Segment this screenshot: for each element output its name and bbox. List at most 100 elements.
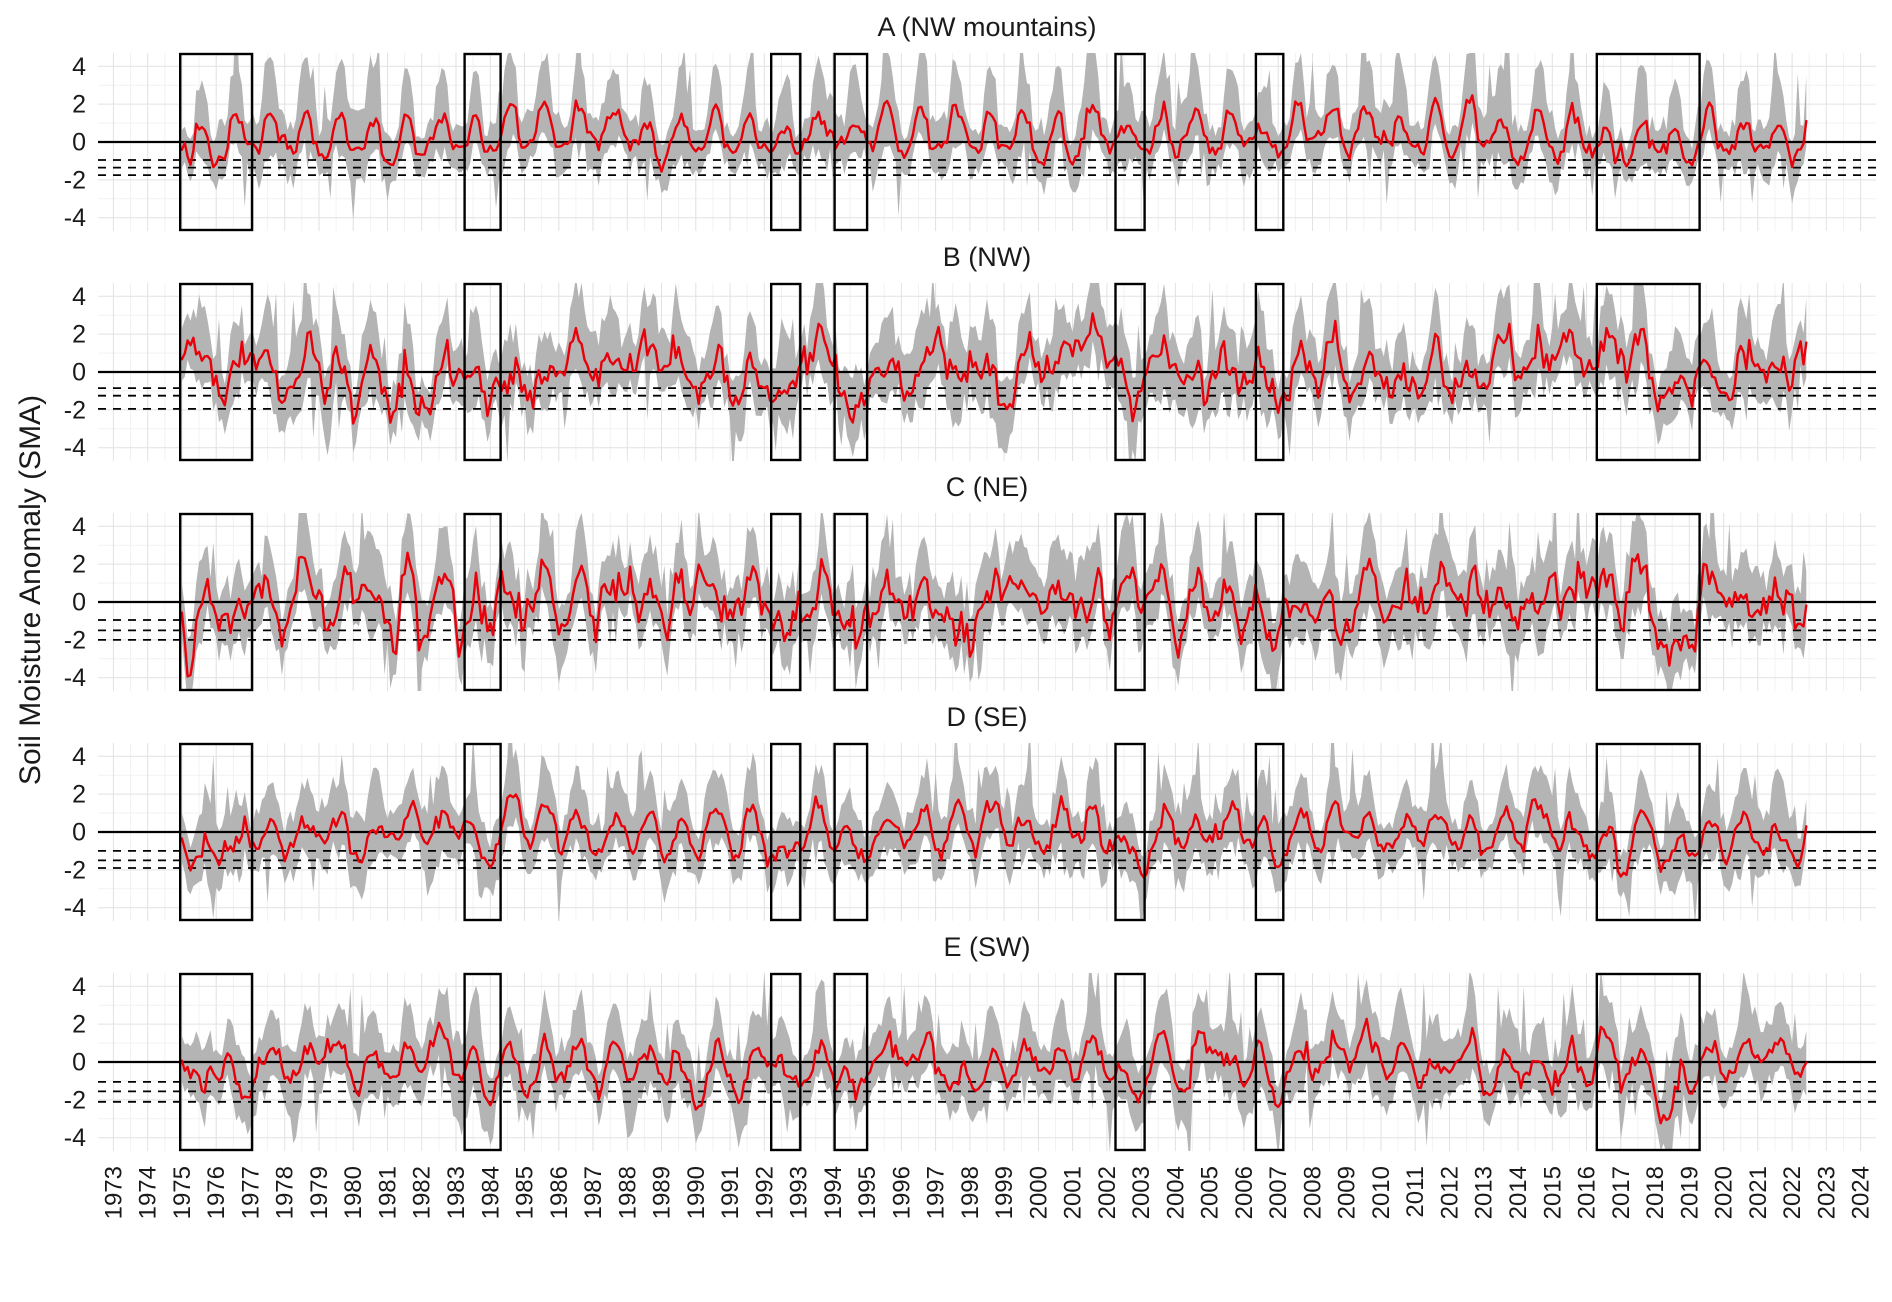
drought-highlight-box	[463, 742, 502, 922]
y-tick-label: 2	[72, 91, 86, 119]
y-tick-label: -4	[64, 664, 86, 692]
x-tick-label: 1999	[991, 1166, 1018, 1219]
y-tick-label: -2	[64, 166, 86, 194]
drought-highlight-box	[770, 52, 802, 232]
drought-highlight-box	[1254, 512, 1285, 692]
y-tick-label: 4	[72, 53, 86, 81]
x-tick-label: 1975	[169, 1166, 196, 1219]
x-tick-label: 1986	[546, 1166, 573, 1219]
x-tick-label: 1994	[820, 1166, 847, 1219]
drought-highlight-box	[1595, 52, 1701, 232]
panel-plot: 4 2 0 -2 -4	[64, 512, 1876, 692]
drought-highlight-box	[178, 742, 254, 922]
x-tick-label: 2017	[1608, 1166, 1635, 1219]
x-tick-label: 1983	[443, 1166, 470, 1219]
y-tick-label: 2	[72, 1011, 86, 1039]
y-tick-label: -2	[64, 856, 86, 884]
x-tick-label: 2019	[1676, 1166, 1703, 1219]
drought-highlight-box	[770, 742, 802, 922]
panel-title: B (NW)	[942, 242, 1032, 272]
x-tick-label: 1996	[888, 1166, 915, 1219]
x-tick-label: 1995	[854, 1166, 881, 1219]
x-tick-label: 1974	[135, 1166, 162, 1219]
y-tick-label: -2	[64, 626, 86, 654]
median-line	[180, 94, 1808, 173]
y-tick-label: 4	[72, 743, 86, 771]
x-tick-label: 1978	[272, 1166, 299, 1219]
x-tick-label: 2012	[1437, 1166, 1464, 1219]
drought-highlight-box	[1254, 972, 1285, 1152]
panel-title: E (SW)	[943, 932, 1031, 962]
x-tick-label: 2022	[1779, 1166, 1806, 1219]
drought-highlight-box	[1254, 742, 1285, 922]
x-tick-label: 1998	[957, 1166, 984, 1219]
y-tick-label: 0	[72, 1049, 86, 1077]
drought-highlight-box	[463, 972, 502, 1152]
panel-C: C (NE) 4 2 0 -2 -4	[0, 466, 1892, 696]
panel-title: A (NW mountains)	[877, 12, 1097, 42]
x-tick-label: 2014	[1505, 1166, 1532, 1219]
x-tick-label: 1980	[340, 1166, 367, 1219]
y-axis-label: Soil Moisture Anomaly (SMA)	[14, 394, 47, 786]
x-tick-label: 1990	[683, 1166, 710, 1219]
x-tick-label: 2001	[1060, 1166, 1087, 1219]
drought-highlight-box	[178, 282, 254, 462]
y-tick-label: 0	[72, 819, 86, 847]
x-tick-label: 2010	[1368, 1166, 1395, 1219]
y-tick-label: -2	[64, 396, 86, 424]
x-tick-label: 1985	[512, 1166, 539, 1219]
drought-highlight-box	[178, 512, 254, 692]
drought-highlight-box	[770, 512, 802, 692]
uncertainty-band	[181, 53, 1807, 220]
x-tick-label: 1988	[614, 1166, 641, 1219]
x-tick-label: 2000	[1025, 1166, 1052, 1219]
drought-highlight-box	[1114, 52, 1146, 232]
panel-plot: 4 2 0 -2 -4	[64, 742, 1876, 922]
x-tick-label: 1977	[237, 1166, 264, 1219]
x-tick-label: 2002	[1094, 1166, 1121, 1219]
x-tick-label: 2016	[1574, 1166, 1601, 1219]
x-tick-label: 2024	[1848, 1166, 1875, 1219]
x-tick-label: 2015	[1539, 1166, 1566, 1219]
x-tick-label: 2021	[1745, 1166, 1772, 1219]
panel-B: B (NW) 4 2 0 -2 -4	[0, 236, 1892, 466]
drought-highlight-box	[833, 972, 869, 1152]
drought-highlight-box	[1595, 972, 1701, 1152]
x-tick-label: 2023	[1813, 1166, 1840, 1219]
panel-title: C (NE)	[945, 472, 1029, 502]
drought-highlight-box	[1254, 52, 1285, 232]
drought-highlight-box	[1114, 512, 1146, 692]
drought-highlight-box	[178, 972, 254, 1152]
y-tick-label: 2	[72, 551, 86, 579]
drought-highlight-box	[1114, 742, 1146, 922]
drought-highlight-box	[463, 512, 502, 692]
panel-title: D (SE)	[946, 702, 1028, 732]
y-tick-label: 4	[72, 283, 86, 311]
x-tick-label: 1984	[477, 1166, 504, 1219]
y-tick-label: 4	[72, 513, 86, 541]
median-line	[180, 551, 1808, 678]
x-tick-label: 1989	[649, 1166, 676, 1219]
y-tick-label: 0	[72, 589, 86, 617]
median-line	[180, 1017, 1808, 1125]
x-tick-label: 1997	[923, 1166, 950, 1219]
y-tick-label: 2	[72, 321, 86, 349]
panel-plot: 4 2 0 -2 -4	[64, 52, 1876, 232]
drought-highlight-box	[1114, 282, 1146, 462]
x-tick-label: 1987	[580, 1166, 607, 1219]
drought-highlight-box	[833, 282, 869, 462]
y-tick-label: -4	[64, 204, 86, 232]
y-tick-label: -4	[64, 1124, 86, 1152]
x-tick-label: 2011	[1402, 1166, 1429, 1218]
x-tick-label: 2020	[1711, 1166, 1738, 1219]
panel-E: E (SW) 4 2 0 -2 -4	[0, 926, 1892, 1156]
y-tick-label: -4	[64, 894, 86, 922]
x-tick-label: 2004	[1162, 1166, 1189, 1219]
panel-plot: 4 2 0 -2 -4	[64, 282, 1876, 462]
drought-highlight-box	[833, 512, 869, 692]
x-tick-label: 2003	[1128, 1166, 1155, 1219]
y-tick-label: 2	[72, 781, 86, 809]
x-tick-label: 1981	[375, 1166, 402, 1219]
x-tick-label: 1993	[786, 1166, 813, 1219]
panel-A: A (NW mountains) 4 2 0 -2 -4	[0, 6, 1892, 236]
